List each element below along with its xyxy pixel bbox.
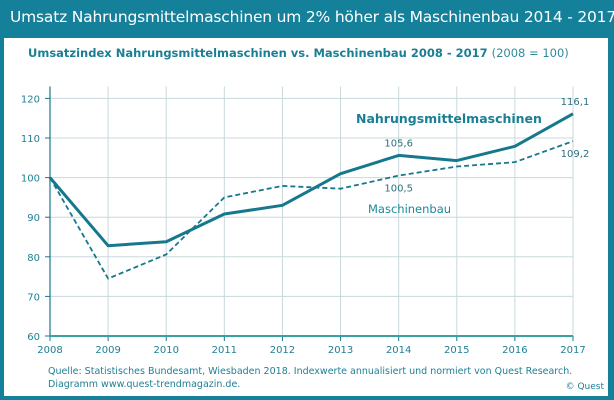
y-tick-label: 70 — [27, 292, 40, 303]
x-tick-label: 2012 — [270, 345, 295, 356]
data-label: 109,2 — [561, 149, 590, 160]
x-tick-label: 2013 — [328, 345, 353, 356]
chart-headline: Umsatz Nahrungsmittelmaschinen um 2% höh… — [10, 8, 614, 26]
x-tick-label: 2008 — [37, 345, 62, 356]
y-tick-label: 110 — [21, 134, 40, 145]
y-tick-label: 120 — [21, 94, 40, 105]
x-tick-label: 2016 — [502, 345, 527, 356]
source-line-1: Quelle: Statistisches Bundesamt, Wiesbad… — [48, 366, 573, 377]
x-tick-label: 2010 — [153, 345, 178, 356]
y-tick-label: 80 — [27, 253, 40, 264]
y-tick-label: 60 — [27, 332, 40, 343]
chart-subtitle: Umsatzindex Nahrungsmittelmaschinen vs. … — [28, 46, 569, 60]
series-line-nahrungsmittelmaschinen — [48, 112, 574, 248]
source-note: Quelle: Statistisches Bundesamt, Wiesbad… — [48, 365, 572, 391]
series-label-maschinenbau: Maschinenbau — [368, 202, 451, 216]
header-bar: Umsatz Nahrungsmittelmaschinen um 2% höh… — [0, 0, 614, 38]
data-label: 116,1 — [561, 97, 590, 108]
y-tick-label: 100 — [21, 174, 40, 185]
x-tick-label: 2015 — [444, 345, 469, 356]
data-label: 105,6 — [384, 138, 413, 149]
x-tick-label: 2014 — [386, 345, 411, 356]
series-label-nahrungsmittelmaschinen: Nahrungsmittelmaschinen — [356, 111, 542, 126]
x-tick-label: 2017 — [560, 345, 585, 356]
x-tick-label: 2011 — [212, 345, 237, 356]
source-line-2: Diagramm www.quest-trendmagazin.de. — [48, 379, 241, 390]
series-line-maschinenbau — [49, 140, 574, 280]
x-tick-label: 2009 — [95, 345, 120, 356]
copyright: © Quest — [565, 382, 604, 392]
data-label: 100,5 — [384, 184, 413, 195]
subtitle-norm: (2008 = 100) — [491, 46, 569, 60]
subtitle-main: Umsatzindex Nahrungsmittelmaschinen vs. … — [28, 46, 488, 60]
y-tick-label: 90 — [27, 213, 40, 224]
